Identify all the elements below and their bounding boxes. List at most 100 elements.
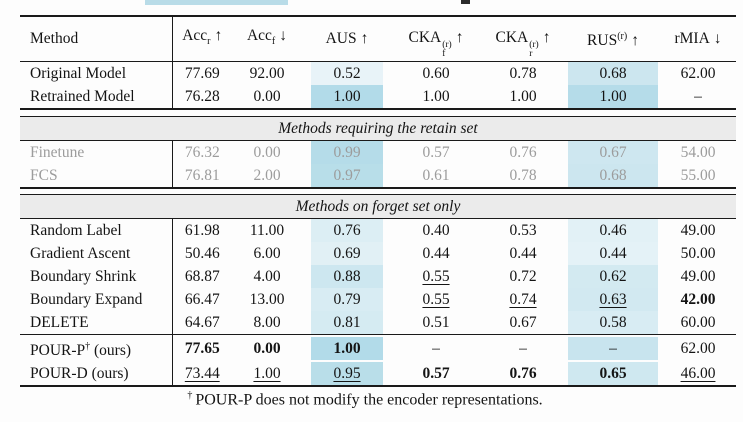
value-cell: 0.78 [480,164,566,188]
value-cell: 0.46 [566,219,660,243]
cell-value: 0.44 [422,245,450,263]
cell-value: 2.00 [253,166,281,184]
header-label: AUS [325,30,357,48]
column-header-cka: CKA (r) f ↑ [408,29,464,60]
cell-value: 0.67 [509,314,537,332]
cell-value: 0.00 [253,340,281,358]
value-cell: 77.65 [172,335,232,363]
header-label: Method [30,30,79,48]
cell-value: 0.81 [311,311,383,335]
cell-value: 73.44 [184,365,220,383]
value-cell: 8.00 [232,311,302,335]
value-cell: 0.55 [392,288,480,311]
results-table: Method Accr ↑ Accf ↓ AUS ↑ CKA (r) f ↑ CKA (r) r ↑ RUS(… [20,15,736,387]
value-cell: 0.76 [480,362,566,386]
spacer-row [20,188,736,195]
up-arrow-icon: ↑ [542,29,551,47]
value-cell: 0.44 [566,242,660,266]
value-cell: 49.00 [660,265,736,288]
section-band-label: Methods requiring the retain set [20,115,736,141]
table-row: POUR-D (ours) 73.44 1.00 0.95 0.57 0.76 0.65 46… [20,362,736,387]
value-cell: 0.76 [480,140,566,164]
cell-value: 1.00 [311,85,383,109]
value-cell: 0.58 [566,311,660,335]
cell-value: 64.67 [184,314,220,332]
column-header-aus: AUS ↑ [302,16,392,62]
value-cell: 4.00 [232,265,302,288]
value-cell: 50.46 [172,242,232,265]
value-cell: 0.40 [392,219,480,243]
cell-value: 49.00 [680,222,716,240]
value-cell: 0.61 [392,164,480,188]
method-name: DELETE [30,314,89,332]
value-cell: – [480,335,566,363]
header-row: Method Accr ↑ Accf ↓ AUS ↑ CKA (r) f ↑ CKA (r) r ↑ RUS(… [20,16,736,62]
table-row: POUR-P† (ours) 77.65 0.00 1.00 – – – 62.00 [20,334,736,363]
cell-value: 8.00 [253,314,281,332]
value-cell: 0.69 [302,242,392,266]
value-cell: 0.00 [232,335,302,363]
value-cell: 54.00 [660,140,736,164]
cell-value: 0.53 [509,222,537,240]
down-arrow-icon: ↓ [279,27,288,44]
method-name: FCS [30,166,58,184]
cell-value: 0.40 [422,222,450,240]
section-band-label: Methods on forget set only [20,194,736,220]
table-header: Method Accr ↑ Accf ↓ AUS ↑ CKA (r) f ↑ CKA (r) r ↑ RUS(… [20,16,736,62]
value-cell: 0.63 [566,288,660,312]
cell-value: 0.57 [422,143,450,161]
value-cell: 0.52 [302,62,392,86]
cell-value: 0.69 [311,242,383,266]
table-row: Random Label 61.98 11.00 0.76 0.40 0.53 0.46 49… [20,218,736,243]
method-name: Gradient Ascent [30,245,131,263]
cell-value: 60.00 [680,314,716,332]
method-name-cell: Original Model [20,61,173,86]
value-cell: 0.88 [302,265,392,289]
value-cell: 0.74 [480,288,566,311]
cell-value: 13.00 [249,291,285,309]
cell-value: 55.00 [680,166,716,184]
cell-value: 0.95 [311,362,383,386]
value-cell: 1.00 [302,335,392,363]
cell-value: 6.00 [253,245,281,263]
spacer-row [20,109,736,116]
method-name-cell: POUR-P† (ours) [20,334,173,363]
cell-value: – [519,340,527,358]
value-cell: 0.97 [302,163,392,188]
value-cell: 1.00 [302,85,392,109]
header-label: rMIA [674,30,710,48]
column-header-acc: Accf ↓ [246,27,288,48]
value-cell: 0.57 [392,140,480,164]
cell-value: 1.00 [311,337,383,361]
value-cell: 0.00 [232,140,302,164]
column-header-rus: RUS(r) ↑ [587,30,639,50]
cell-value: 0.78 [509,166,537,184]
cell-value: – [568,337,658,361]
value-cell: 0.67 [566,140,660,164]
cell-value: 0.65 [568,362,658,386]
column-header-rmia: rMIA ↓ [660,16,736,62]
down-arrow-icon: ↓ [713,30,722,48]
value-cell: 1.00 [392,85,480,109]
value-cell: 0.99 [302,140,392,164]
cell-value: 0.00 [253,143,281,161]
header-label: CKA [408,29,442,47]
cell-value: – [694,88,702,106]
value-cell: 68.87 [172,265,232,288]
method-name: POUR-P [30,342,86,360]
value-cell: 0.62 [566,265,660,289]
value-cell: 0.76 [302,219,392,243]
value-cell: 77.69 [172,62,232,86]
method-name: Finetune [30,143,85,161]
method-name-cell: DELETE [20,311,173,335]
value-cell: 76.81 [172,164,232,188]
header-label: Acc [182,27,208,44]
cell-value: 11.00 [249,222,285,240]
value-cell: 76.28 [172,85,232,109]
method-name-cell: POUR-D (ours) [20,362,173,387]
value-cell: 0.72 [480,265,566,288]
cell-value: 0.72 [509,268,537,286]
method-suffix: (ours) [87,365,129,383]
value-cell: 11.00 [232,219,302,243]
cell-value: 0.52 [311,62,383,86]
